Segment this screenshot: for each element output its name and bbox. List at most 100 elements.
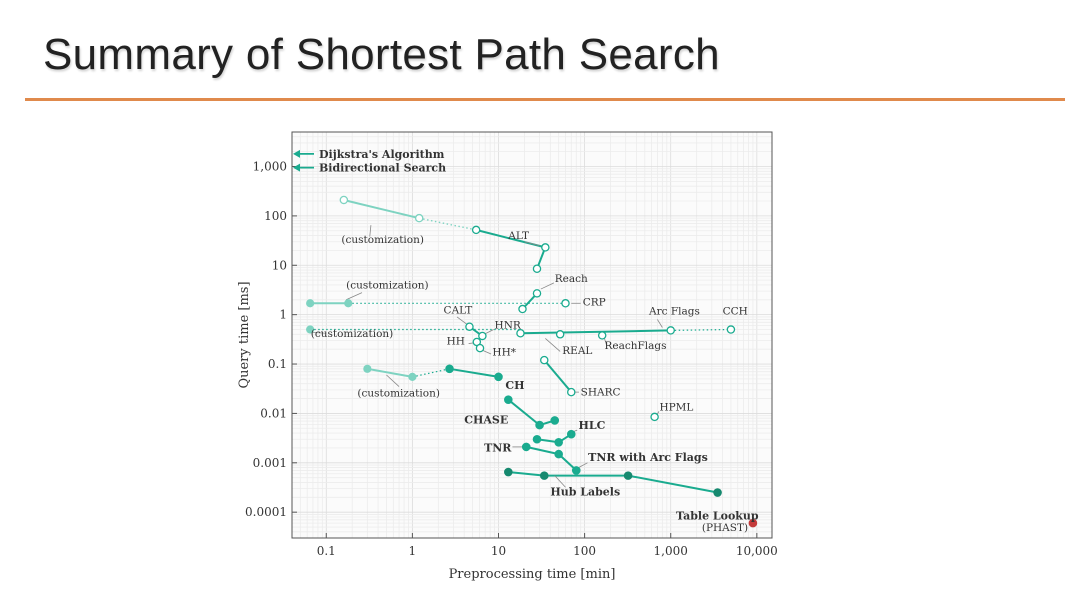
data-point — [306, 325, 315, 334]
annotation-leader — [369, 225, 372, 237]
annotation-label: TNR — [484, 441, 512, 454]
series-line — [520, 329, 671, 335]
annotation-label: CALT — [444, 305, 473, 317]
data-point — [623, 471, 633, 480]
x-tick-label: 0.1 — [317, 544, 336, 558]
annotation-label: CCH — [723, 306, 748, 318]
y-tick-label: 0.001 — [253, 456, 287, 470]
data-point — [550, 416, 560, 425]
arrow-head-icon — [293, 163, 300, 172]
data-point — [414, 213, 424, 223]
y-tick-label: 10 — [272, 258, 287, 272]
y-tick-label: 0.01 — [260, 406, 287, 420]
series-line — [543, 359, 573, 393]
data-point — [555, 330, 565, 339]
arrow-label: Bidirectional Search — [319, 162, 446, 175]
series-line — [343, 199, 420, 220]
series-line — [449, 367, 499, 378]
data-point — [748, 518, 758, 528]
data-point — [540, 355, 549, 365]
x-tick-label: 10 — [491, 544, 506, 558]
data-point — [494, 372, 503, 382]
annotation-label: Hub Labels — [550, 485, 620, 498]
annotation-leader — [604, 338, 607, 346]
data-point — [597, 331, 607, 340]
data-point — [504, 467, 513, 477]
arrow-label: Dijkstra's Algorithm — [319, 148, 445, 161]
data-point — [521, 442, 531, 452]
data-point — [306, 299, 315, 308]
data-point — [554, 449, 563, 459]
plot-frame — [291, 131, 773, 539]
annotation-label: HH* — [492, 346, 516, 358]
annotation-label: Reach — [555, 273, 588, 285]
data-point — [504, 395, 513, 404]
data-point — [475, 343, 485, 353]
series-line — [508, 471, 718, 494]
y-tick-label: 0.1 — [268, 357, 287, 371]
annotation-label: ReachFlags — [604, 340, 666, 352]
annotation-label: Table Lookup — [676, 510, 759, 523]
x-tick-label: 100 — [573, 544, 596, 558]
annotation-label: (customization) — [341, 234, 424, 246]
annotation-label: CH — [505, 379, 524, 392]
annotation-leader — [554, 475, 566, 488]
annotation-label: HPML — [659, 401, 693, 413]
data-point — [445, 364, 454, 374]
data-point — [518, 304, 527, 314]
y-tick-label: 100 — [264, 209, 287, 223]
annotation-leader — [524, 241, 540, 247]
data-point — [567, 387, 576, 397]
data-point — [478, 331, 487, 341]
x-tick-label: 10,000 — [736, 544, 778, 558]
data-point — [532, 434, 542, 444]
series-line — [367, 367, 413, 378]
annotation-label: (customization) — [311, 328, 394, 340]
data-point — [566, 429, 576, 439]
x-axis-title: Preprocessing time [min] — [449, 567, 616, 582]
data-point — [561, 299, 570, 308]
annotation-leader — [545, 338, 561, 352]
annotation-leader — [657, 319, 663, 328]
data-point — [344, 299, 353, 308]
data-point — [535, 420, 544, 430]
data-point — [650, 412, 659, 422]
annotation-label: HH — [447, 335, 465, 347]
annotation-leader — [484, 329, 494, 335]
data-point — [339, 195, 349, 205]
annotation-leader — [578, 462, 588, 468]
annotation-leader — [540, 282, 555, 290]
annotation-leader — [386, 374, 400, 387]
annotation-label: CHASE — [464, 414, 508, 427]
annotation-leader — [310, 331, 327, 334]
annotation-label: (customization) — [357, 388, 440, 400]
x-tick-label: 1,000 — [654, 544, 688, 558]
annotation-label: CRP — [583, 296, 606, 308]
annotation-label: REAL — [562, 345, 592, 357]
annotation-label: HLC — [579, 419, 606, 432]
data-point — [465, 322, 474, 331]
annotation-label: ALT — [507, 230, 529, 242]
data-point — [571, 466, 581, 475]
data-point — [532, 264, 542, 274]
annotation-label: TNR with Arc Flags — [588, 451, 708, 464]
data-point — [471, 225, 481, 235]
series-line — [419, 217, 477, 231]
y-tick-label: 1,000 — [253, 160, 287, 174]
slide-title: Summary of Shortest Path Search — [43, 30, 720, 79]
y-axis-title: Query time [ms] — [237, 281, 252, 388]
data-point — [516, 329, 525, 338]
y-tick-label: 0.0001 — [245, 505, 287, 519]
data-point — [554, 438, 563, 447]
annotation-leader — [345, 292, 363, 301]
data-point — [713, 488, 722, 497]
data-point — [532, 289, 542, 298]
annotation-label: HNR — [495, 319, 522, 331]
data-point — [539, 471, 549, 480]
data-point — [666, 326, 675, 335]
y-tick-label: 1 — [279, 308, 287, 322]
arrow-head-icon — [293, 149, 300, 158]
shortest-path-chart: 0.1 1 10 100 1,000 10,000 1,000 100 10 1 0.1 0.01 0.… — [237, 131, 778, 582]
annotation-label: (customization) — [346, 279, 429, 291]
data-point — [363, 364, 372, 373]
